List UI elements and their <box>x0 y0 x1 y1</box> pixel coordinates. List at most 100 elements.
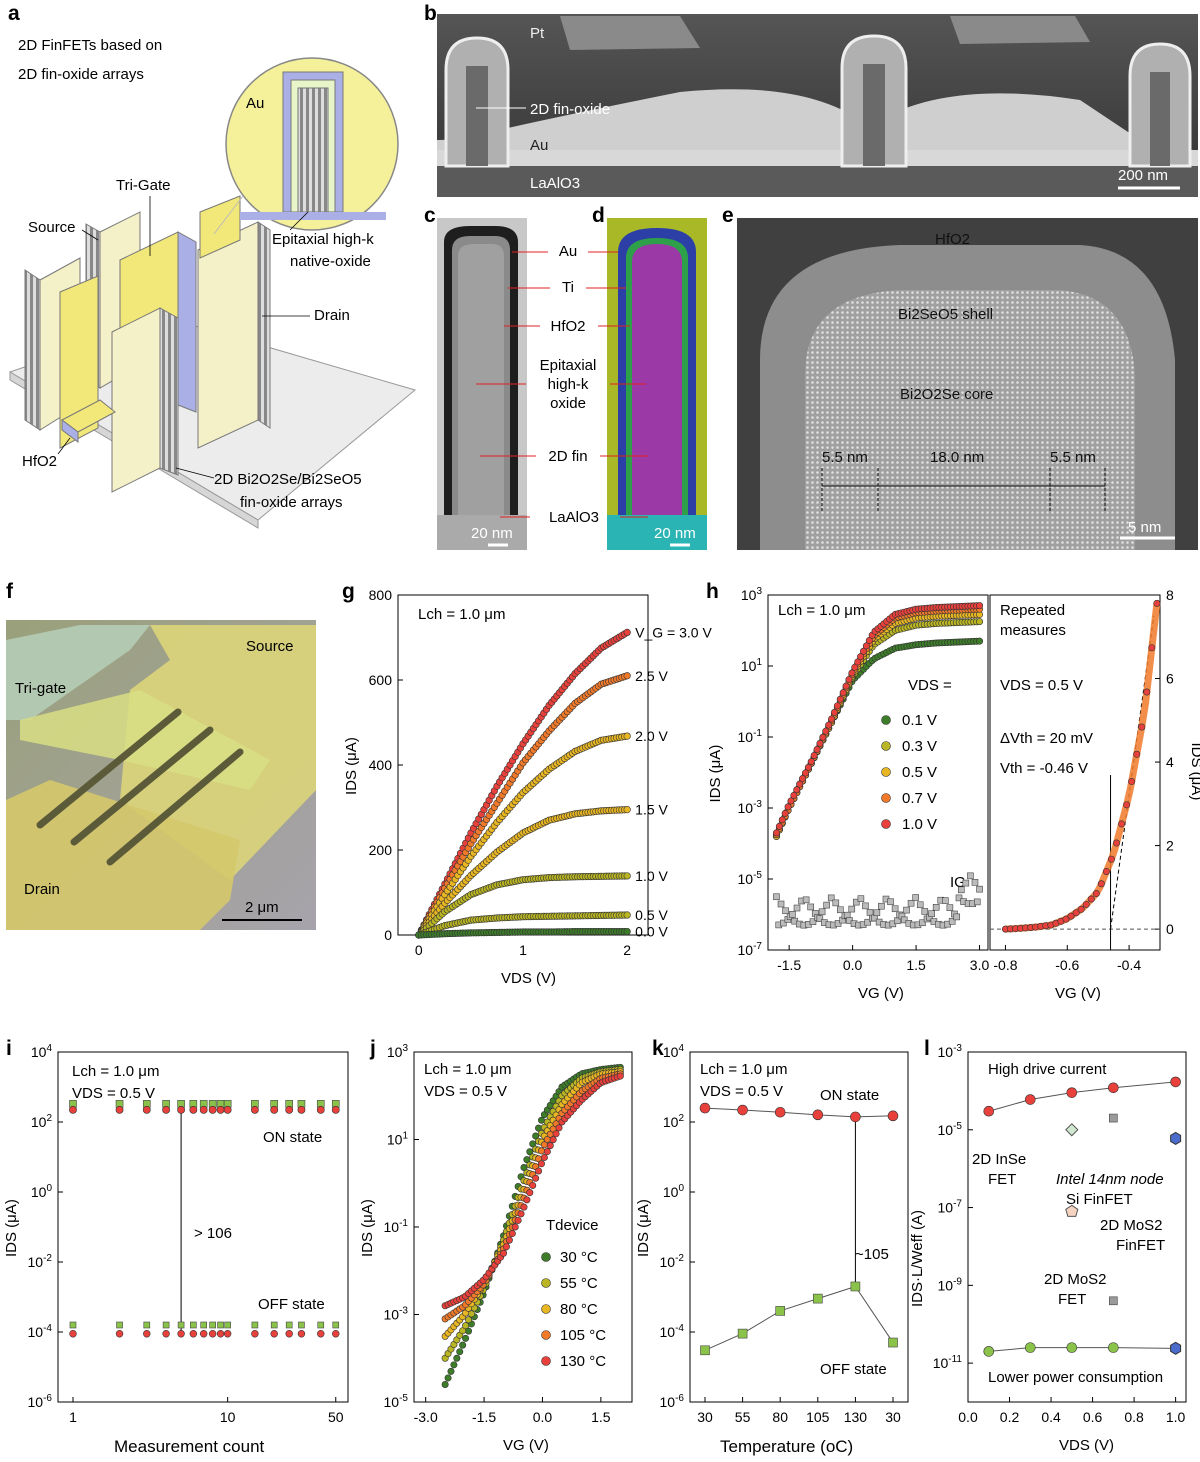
data-point <box>833 702 841 710</box>
off-point <box>1066 1342 1078 1353</box>
on-point <box>812 1109 824 1121</box>
series-5 <box>415 911 631 939</box>
b-label-au: Au <box>530 137 548 154</box>
y-axis-label: IDS (μA) <box>343 737 360 795</box>
x-tick-label: -1.5 <box>777 957 801 973</box>
on-point <box>887 1110 899 1122</box>
y-tick-label: 10-1 <box>738 728 763 745</box>
x-tick-label: -1.5 <box>472 1409 496 1425</box>
c-scale: 20 nm <box>471 525 513 542</box>
legend-label-3: 105 °C <box>560 1327 606 1344</box>
x-tick-label: -0.4 <box>1117 957 1141 973</box>
panel-label-j: j <box>369 1037 376 1060</box>
ig-point <box>973 898 981 906</box>
tangent-line <box>1110 615 1155 930</box>
legend-label-3: 0.7 V <box>902 790 937 807</box>
legend-title: VDS = <box>908 677 952 694</box>
data-point <box>520 1203 528 1211</box>
legend-label-2: 80 °C <box>560 1301 598 1318</box>
inset-label-au: Au <box>246 95 264 112</box>
data-point <box>825 721 833 729</box>
data-point <box>1138 723 1146 731</box>
data-point <box>523 1196 531 1204</box>
series-0 <box>772 637 984 840</box>
x-tick-label: 105 <box>806 1409 830 1425</box>
x-tick-label: 0.0 <box>958 1409 978 1425</box>
series-label-0: V_G = 3.0 V <box>635 624 712 640</box>
data-point <box>865 637 873 645</box>
off-point-b <box>177 1330 185 1338</box>
data-point <box>1123 801 1131 809</box>
label-hfo2: HfO2 <box>22 453 57 470</box>
ig-point <box>971 879 979 886</box>
on-point-b <box>177 1105 185 1114</box>
data-point <box>1128 778 1136 786</box>
data-point <box>520 1164 528 1172</box>
mos2fin-marker <box>1170 1341 1182 1355</box>
y-tick-label: 400 <box>369 757 393 773</box>
on-line <box>704 1107 894 1118</box>
off-point-b <box>251 1330 259 1338</box>
series-label-1: 2.5 V <box>635 668 668 684</box>
data-point <box>537 1160 545 1168</box>
x-tick-label: 0.2 <box>1000 1409 1020 1425</box>
ig-point <box>946 904 954 911</box>
off-point-a <box>69 1321 77 1329</box>
ig-point <box>878 902 885 910</box>
off-point-b <box>162 1330 170 1338</box>
y-tick-label: 104 <box>663 1043 685 1060</box>
y-tick-label: 10-5 <box>738 870 763 887</box>
data-point <box>535 1167 543 1175</box>
off-point-b <box>143 1330 151 1338</box>
panel-label-k: k <box>652 1037 664 1060</box>
inset-label-epi2: native-oxide <box>290 253 371 270</box>
x-axis-label: Temperature (oC) <box>720 1437 853 1456</box>
data-point <box>828 715 836 723</box>
y-tick-label: 10-3 <box>938 1043 963 1060</box>
legend-marker-4 <box>881 819 891 829</box>
y-tick-label: 8 <box>1166 587 1174 603</box>
off-point-b <box>216 1330 225 1338</box>
mos2fet-marker <box>1065 1204 1079 1217</box>
annotation-high-drive: High drive current <box>988 1061 1107 1078</box>
plot-frame <box>967 1051 1187 1403</box>
data-point <box>546 1142 554 1150</box>
data-point <box>464 1316 472 1324</box>
data-point <box>854 658 862 666</box>
y-tick-label: 10-1 <box>384 1218 409 1235</box>
ig-point <box>903 906 910 914</box>
data-point <box>555 1124 563 1132</box>
panel-a-title-line2: 2D fin-oxide arrays <box>18 66 144 83</box>
data-point <box>1062 915 1070 923</box>
off-point-a <box>332 1321 340 1329</box>
ig-point <box>866 909 874 916</box>
chart-g: 0 1 2 0 200 400 600 800 VDS (V) IDS (μA) Lch = 1.0… <box>343 587 712 987</box>
series-4 <box>772 602 984 837</box>
x-tick-label: 55 <box>735 1409 751 1425</box>
series-4 <box>415 872 631 939</box>
ig-point <box>807 903 814 911</box>
chart-j: -3.0 -1.5 0.0 1.5 10-5 10-3 10-1 101 103 VG (V) ID… <box>359 1043 633 1454</box>
annotation-ratio: > 106 <box>194 1225 232 1242</box>
x-tick-label: 1 <box>69 1409 77 1425</box>
e-width-3: 5.5 nm <box>1050 449 1096 466</box>
data-point <box>1133 750 1141 758</box>
intel-marker <box>1109 1296 1118 1306</box>
label-inse-2: FET <box>988 1171 1016 1188</box>
data-point <box>772 829 780 837</box>
ig-point <box>919 919 926 927</box>
legend-marker-1 <box>541 1278 551 1288</box>
plot-frame <box>989 594 1161 951</box>
x-tick-label: 1.0 <box>1166 1409 1186 1425</box>
data-point <box>1143 688 1151 696</box>
off-line <box>704 1285 894 1351</box>
data-point <box>1082 900 1090 908</box>
legend-marker-3 <box>881 793 891 803</box>
f-label-source: Source <box>246 638 294 655</box>
panel-label-l: l <box>924 1037 930 1060</box>
data-point <box>778 816 786 824</box>
legend-label-4: 1.0 V <box>902 816 937 833</box>
intel-marker <box>1109 1113 1118 1123</box>
data-point <box>842 682 850 690</box>
off-point-a <box>143 1321 151 1329</box>
